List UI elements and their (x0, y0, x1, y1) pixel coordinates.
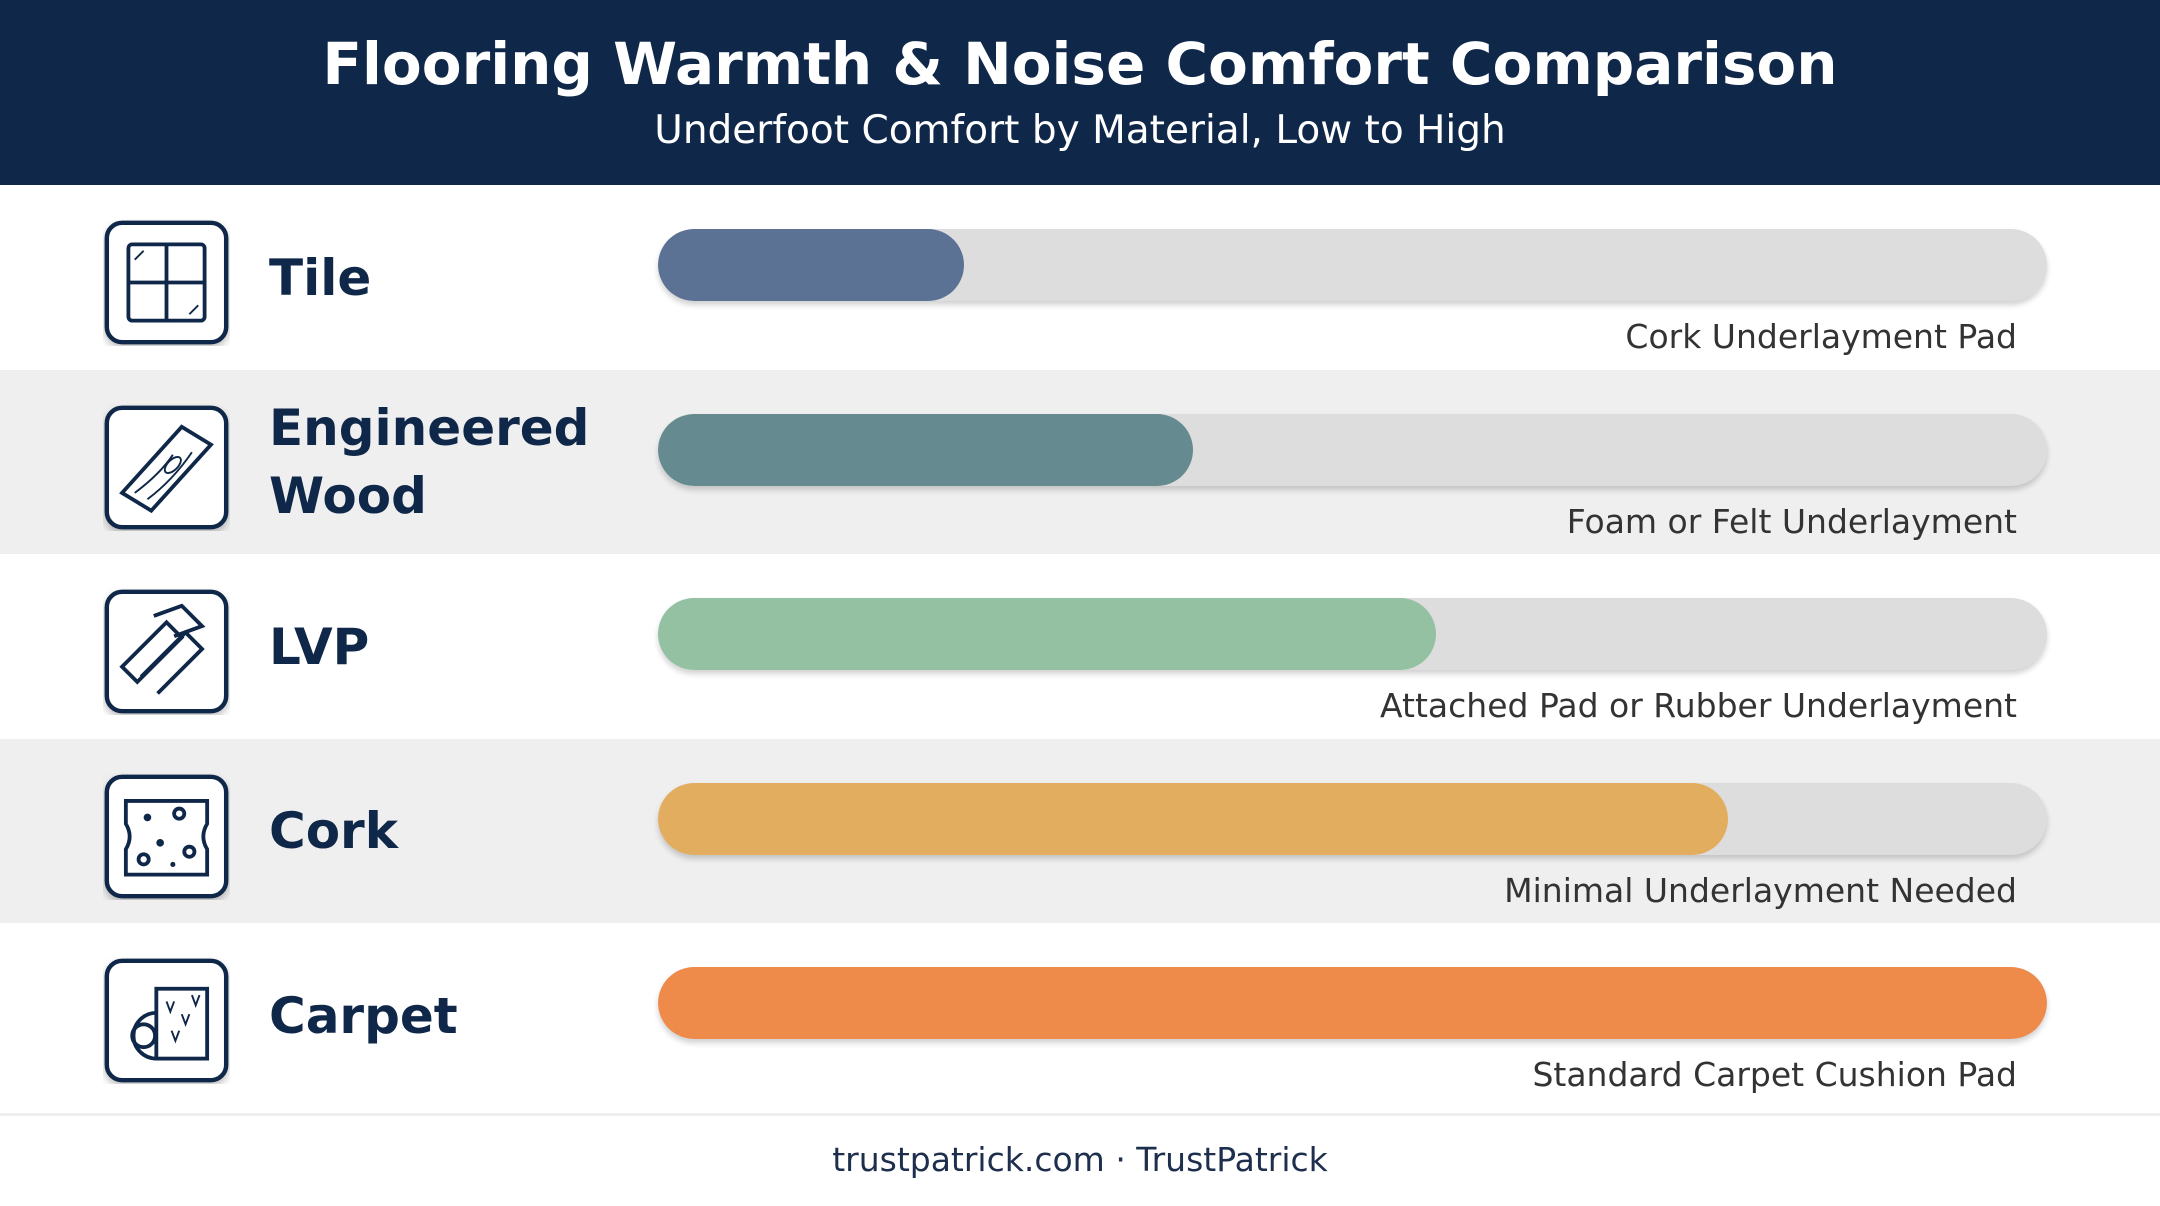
category-label: Engineered Wood (269, 399, 590, 526)
row: LVP Attached Pad or Rubber Underlayment (0, 554, 2160, 740)
icon-graphic (104, 958, 229, 1083)
row: Carpet Standard Carpet Cushion Pad (0, 923, 2160, 1109)
icon (103, 773, 230, 900)
bar-track (658, 598, 2047, 671)
icon (103, 957, 230, 1084)
category-label: Tile (269, 248, 372, 307)
icon (103, 219, 230, 346)
bar (658, 598, 1436, 671)
annotation: Cork Underlayment Pad (1625, 317, 2017, 356)
icon-graphic (104, 774, 229, 899)
icon (103, 588, 230, 715)
divider (0, 1113, 2160, 1116)
source: trustpatrick.com · TrustPatrick (832, 1140, 1328, 1179)
annotation: Standard Carpet Cushion Pad (1532, 1055, 2017, 1095)
bar-track (658, 413, 2047, 486)
bar (658, 782, 1728, 855)
bar-track (658, 967, 2047, 1040)
bar-track (658, 229, 2047, 301)
row: Cork Minimal Underlayment Needed (0, 738, 2160, 924)
chart-subtitle: Underfoot Comfort by Material, Low to Hi… (654, 108, 1506, 153)
category-label: LVP (269, 617, 370, 676)
bar (658, 967, 2047, 1040)
icon-graphic (104, 405, 229, 530)
icon (103, 404, 230, 531)
icon-graphic (104, 220, 229, 345)
row: Engineered Wood Foam or Felt Underlayment (0, 369, 2160, 555)
icon-graphic (104, 589, 229, 714)
annotation: Attached Pad or Rubber Underlayment (1380, 686, 2017, 726)
bar (658, 413, 1193, 486)
header: Flooring Warmth & Noise Comfort Comparis… (0, 0, 2160, 185)
row: Tile Cork Underlayment Pad (0, 185, 2160, 370)
chart-title: Flooring Warmth & Noise Comfort Comparis… (322, 30, 1838, 98)
bar (658, 229, 964, 301)
annotation: Minimal Underlayment Needed (1504, 870, 2017, 910)
category-label: Cork (269, 802, 398, 861)
annotation: Foam or Felt Underlayment (1566, 501, 2017, 541)
bar-track (658, 782, 2047, 855)
category-label: Carpet (269, 986, 458, 1045)
